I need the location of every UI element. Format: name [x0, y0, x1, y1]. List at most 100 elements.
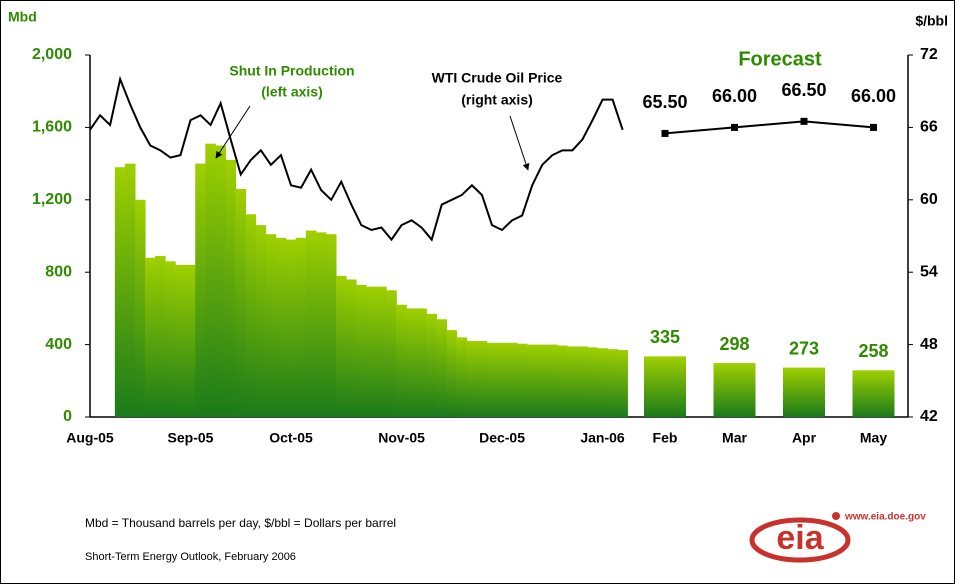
bar: [245, 214, 257, 417]
annotation: (right axis): [461, 92, 533, 108]
bar: [446, 330, 458, 417]
bar: [466, 340, 478, 417]
price-label: 66.00: [712, 86, 757, 106]
price-point: [731, 123, 738, 131]
bar: [597, 348, 608, 417]
x-tick-label: May: [860, 430, 887, 446]
bar: [416, 308, 427, 417]
left-axis-label: Mbd: [8, 9, 37, 25]
bar: [577, 346, 588, 417]
bar: [476, 340, 488, 417]
bar: [335, 275, 347, 417]
bar: [295, 237, 307, 417]
bar: [315, 232, 327, 417]
annotation: Shut In Production: [229, 63, 354, 79]
bar-label: 273: [789, 338, 819, 358]
bar: [155, 255, 166, 417]
bar: [205, 143, 216, 417]
forecast-title: Forecast: [738, 48, 822, 70]
y-tick-label: 800: [45, 263, 72, 280]
bar: [587, 347, 598, 417]
y-tick-label: 2,000: [32, 46, 72, 63]
bar: [114, 167, 126, 417]
price-label: 66.00: [851, 86, 896, 106]
x-tick-label: Apr: [792, 430, 817, 446]
bar: [145, 257, 156, 417]
bar: [325, 234, 337, 417]
bar: [225, 159, 236, 418]
bar: [456, 337, 468, 417]
logo: eia www.eia.doe.gov: [749, 512, 926, 563]
bar: [506, 342, 518, 417]
bar: [346, 279, 357, 417]
arrow: [509, 115, 530, 171]
bar: [185, 264, 196, 417]
y-tick-label: 1,200: [32, 191, 72, 208]
logo-ring: [749, 517, 851, 563]
y2-tick-label: 42: [920, 408, 938, 425]
x-tick-label: Aug-05: [66, 430, 114, 446]
bar: [557, 345, 568, 417]
y-tick-label: 1,600: [32, 119, 72, 136]
y2-tick-label: 66: [920, 119, 938, 136]
bar: [305, 230, 317, 417]
bar: [567, 346, 578, 417]
x-tick-label: Feb: [653, 430, 678, 446]
bar-label: 298: [719, 334, 749, 354]
bar: [852, 370, 895, 417]
price-label: 65.50: [642, 92, 687, 112]
price-label: 66.50: [781, 80, 826, 100]
bar: [285, 239, 297, 417]
x-tick-label: Sep-05: [168, 430, 214, 446]
bar: [165, 261, 176, 417]
bar: [496, 342, 508, 417]
price-point: [800, 117, 808, 125]
logo-dot: [832, 512, 840, 520]
bar: [255, 225, 267, 417]
bar-label: 335: [650, 327, 680, 347]
price-line: [89, 75, 624, 242]
source: Short-Term Energy Outlook, February 2006: [85, 551, 296, 563]
logo-url: www.eia.doe.gov: [844, 512, 926, 523]
price-line: [664, 120, 874, 135]
price-point: [661, 129, 669, 137]
footnote: Mbd = Thousand barrels per day, $/bbl = …: [85, 516, 396, 530]
y2-tick-label: 72: [920, 46, 938, 63]
annotation: WTI Crude Oil Price: [432, 70, 563, 86]
bar: [426, 313, 437, 417]
bar-label: 258: [858, 341, 888, 361]
bar: [275, 237, 287, 417]
bar: [436, 319, 448, 417]
bar: [134, 199, 146, 417]
x-tick-label: Mar: [722, 430, 747, 446]
bar: [386, 290, 397, 417]
x-tick-label: Jan-06: [580, 430, 625, 446]
right-axis-label: $/bbl: [915, 13, 948, 29]
bar: [195, 163, 206, 417]
bar: [547, 344, 558, 417]
bar: [607, 349, 618, 417]
arrow: [215, 105, 251, 159]
bar: [406, 308, 417, 417]
y-tick-label: 0: [63, 408, 72, 425]
bar: [536, 344, 548, 417]
bar: [713, 363, 756, 417]
bar: [617, 350, 628, 417]
bar: [396, 304, 407, 417]
bar: [783, 367, 825, 417]
annotation: (left axis): [261, 84, 322, 100]
logo-text: eia: [776, 519, 824, 557]
bar: [215, 145, 226, 417]
bar: [124, 163, 136, 417]
x-tick-label: Oct-05: [269, 430, 313, 446]
bar: [265, 234, 277, 417]
price-point: [870, 123, 877, 131]
bar: [366, 286, 377, 417]
x-tick-label: Dec-05: [479, 430, 525, 446]
y2-tick-label: 48: [920, 336, 938, 353]
bar: [235, 188, 247, 417]
x-tick-label: Nov-05: [378, 430, 425, 446]
bar: [486, 342, 498, 417]
bar: [644, 356, 686, 417]
